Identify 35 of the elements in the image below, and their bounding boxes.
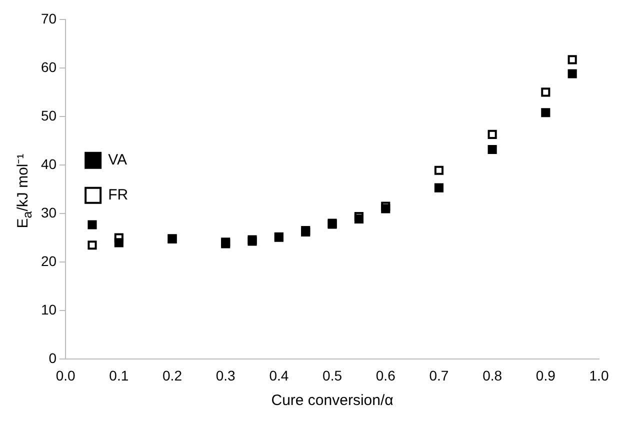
- point: [488, 130, 497, 139]
- point: [568, 55, 577, 64]
- y-tick-label: 60: [40, 58, 57, 75]
- y-tick-label: 20: [40, 252, 57, 269]
- x-tick-label: 0.6: [376, 367, 396, 384]
- point: [541, 88, 550, 97]
- point: [434, 183, 444, 192]
- y-tick-label: 50: [40, 107, 57, 124]
- point: [381, 204, 390, 214]
- x-tick-label: 0.2: [162, 367, 182, 384]
- point: [568, 69, 577, 78]
- point: [434, 166, 444, 175]
- x-tick-label: 0.1: [109, 367, 129, 384]
- point: [88, 240, 97, 250]
- y-tick-label: 40: [40, 156, 57, 172]
- x-tick-label: 0.5: [322, 367, 342, 384]
- y-tick-label: 30: [40, 204, 57, 220]
- point: [541, 108, 550, 118]
- x-tick-label: 0.7: [429, 367, 449, 384]
- y-tick-label: 0: [48, 350, 57, 366]
- point: [88, 220, 97, 230]
- point: [114, 238, 124, 248]
- x-axis-title: Cure conversion/α: [271, 392, 394, 410]
- legend-label: FR: [108, 186, 128, 204]
- legend-label: VA: [108, 152, 127, 169]
- x-tick-label: 1.0: [589, 367, 609, 384]
- x-tick-label: 0.4: [269, 367, 289, 384]
- point: [488, 144, 497, 154]
- x-tick-label: 0.8: [482, 367, 502, 384]
- x-tick-label: 0.9: [536, 367, 556, 384]
- x-tick-label: 0.3: [216, 367, 236, 384]
- x-tick-label: 0.0: [56, 367, 76, 384]
- y-tick-label: 70: [40, 10, 57, 26]
- point: [354, 214, 364, 224]
- y-tick-label: 10: [40, 302, 57, 318]
